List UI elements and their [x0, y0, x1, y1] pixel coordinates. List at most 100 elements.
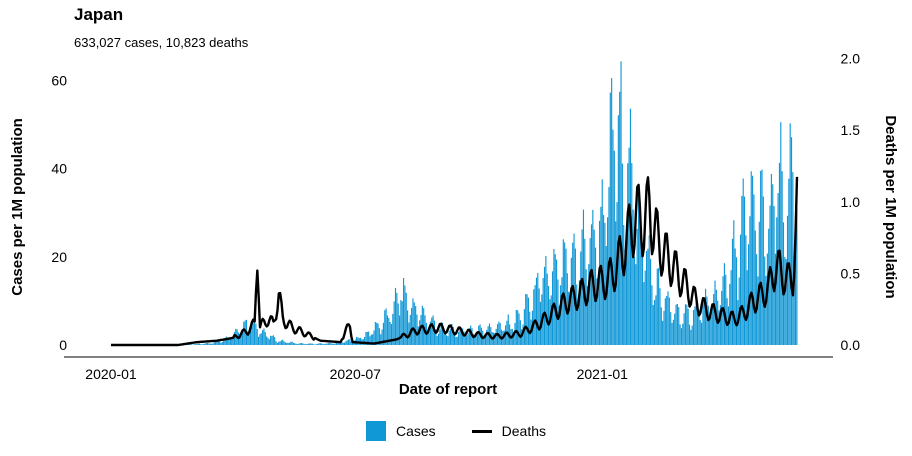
cases-bar [664, 298, 666, 345]
cases-bar [570, 257, 572, 345]
cases-bar [672, 319, 674, 345]
cases-bar [321, 343, 323, 345]
cases-bar [396, 292, 398, 345]
y-axis-right-title: Deaths per 1M population [882, 115, 899, 298]
cases-bar [392, 313, 394, 345]
cases-bar [774, 253, 776, 345]
cases-bar [786, 215, 789, 345]
cases-bar [543, 266, 546, 345]
x-tick-label: 2021-01 [577, 366, 629, 382]
cases-bar [518, 313, 520, 345]
cases-bar [248, 334, 250, 345]
cases-bar [413, 302, 415, 345]
y-right-tick-label: 1.0 [841, 194, 861, 210]
cases-bar [794, 235, 797, 345]
cases-bar [674, 313, 676, 345]
deaths-swatch [471, 429, 492, 433]
cases-bar [444, 333, 446, 345]
cases-bar [198, 343, 201, 345]
cases-bar [658, 268, 660, 345]
cases-bar [290, 341, 292, 345]
cases-bar [476, 331, 478, 345]
cases-bar [390, 324, 393, 345]
cases-bar [331, 343, 333, 345]
cases-bar [370, 334, 372, 345]
cases-bar [347, 339, 350, 345]
cases-bar [317, 343, 319, 345]
cases-bar [656, 268, 658, 345]
cases-bar [703, 302, 705, 345]
cases-bar [556, 259, 558, 345]
cases-bar [565, 248, 567, 345]
cases-bar [300, 343, 303, 345]
cases-bar [365, 331, 367, 345]
cases-bar [209, 343, 211, 345]
cases-bar [470, 325, 472, 345]
cases-bar [742, 178, 744, 345]
cases-bar [318, 343, 320, 345]
cases-bar [580, 251, 582, 345]
cases-bar [468, 328, 470, 345]
cases-bar [769, 205, 771, 345]
x-tick-label: 2020-01 [85, 366, 137, 382]
cases-bar [764, 256, 766, 345]
cases-bar [247, 331, 249, 345]
cases-bar [793, 255, 795, 345]
cases-bar [721, 290, 723, 345]
cases-bar [743, 196, 746, 345]
cases-bar [554, 254, 556, 345]
cases-bar [190, 344, 193, 345]
cases-bar [667, 291, 669, 345]
cases-bar [628, 147, 630, 345]
cases-bar [221, 341, 223, 345]
cases-bar [268, 339, 270, 345]
cases-bar [781, 171, 783, 345]
cases-bar [299, 343, 301, 345]
cases-bar [467, 333, 469, 345]
cases-bar [529, 311, 531, 345]
cases-bar [790, 137, 793, 345]
cases-bar [288, 342, 291, 345]
cases-bar [601, 179, 603, 345]
cases-bar [711, 303, 713, 345]
cases-bar [311, 343, 313, 345]
cases-bar [517, 310, 519, 345]
cases-bar [773, 206, 775, 345]
cases-bar [588, 264, 590, 345]
cases-bar [427, 331, 429, 345]
cases-bar [219, 341, 221, 345]
cases-bar [232, 337, 234, 345]
cases-bar [735, 257, 738, 345]
cases-bar [302, 343, 304, 345]
cases-bar [334, 343, 336, 345]
y-right-tick-label: 0.0 [841, 337, 861, 353]
cases-bar [659, 288, 661, 345]
cases-bar [691, 325, 693, 345]
cases-bar [604, 222, 606, 345]
cases-bar [624, 249, 626, 345]
cases-bar [271, 336, 273, 345]
cases-bar [682, 323, 684, 345]
cases-bar [730, 270, 732, 345]
cases-bar [294, 343, 296, 345]
cases-bar [345, 341, 347, 345]
cases-bar [360, 337, 362, 345]
cases-bar [710, 312, 712, 345]
cases-bar [374, 321, 376, 345]
cases-bar [576, 284, 578, 345]
cases-bar [538, 288, 540, 345]
cases-bar [666, 295, 668, 345]
cases-bar [589, 238, 591, 345]
cases-bar [705, 288, 707, 345]
cases-bar [388, 317, 390, 345]
cases-bar [366, 331, 368, 345]
cases-bar [698, 313, 700, 345]
cases-bar [377, 323, 379, 345]
cases-bar [784, 256, 786, 345]
cases-bar [368, 331, 370, 345]
cases-bar [572, 242, 574, 345]
cases-bar [200, 344, 202, 345]
cases-bar [460, 328, 462, 345]
cases-bar [699, 320, 701, 345]
